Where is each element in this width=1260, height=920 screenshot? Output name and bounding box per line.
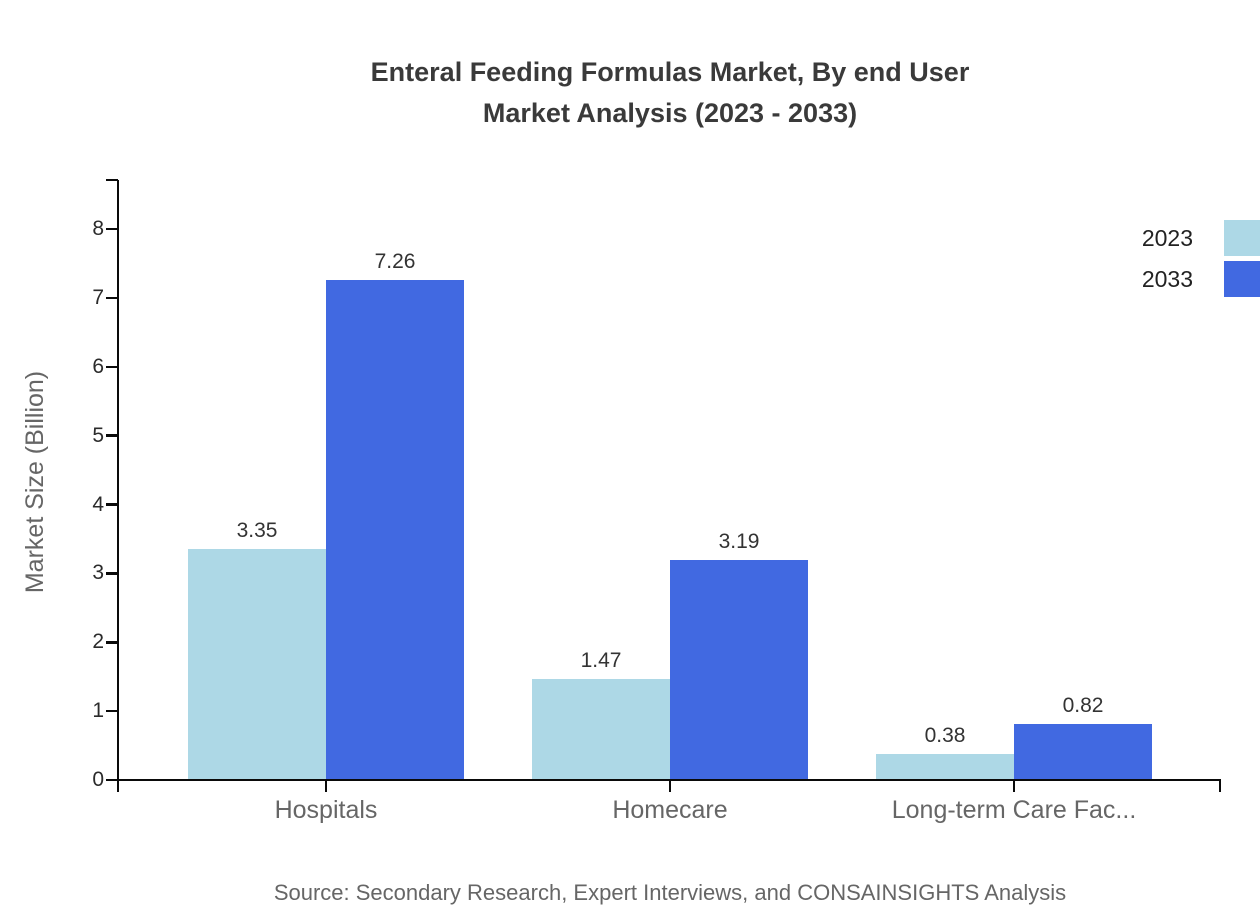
value-label-2023-1: 1.47 [580,648,622,672]
legend: 2023 2033 [1000,215,1260,305]
source-attribution: Source: Secondary Research, Expert Inter… [273,880,1067,905]
x-axis-tick-0 [324,780,328,792]
bar-2033-long-term-care-fac- [1014,723,1152,780]
x-axis-right-cap [1218,780,1222,792]
y-axis-tick-0 [106,778,118,782]
bar-2033-hospitals [326,279,464,780]
y-axis-tick-7 [106,296,118,300]
x-axis-line [118,778,1222,782]
bar-2023-hospitals [188,549,326,780]
bar-2023-homecare [532,678,670,780]
y-axis-tick-5 [106,434,118,437]
y-axis-tick-6 [106,365,118,368]
y-axis-tick-label-8: 8 [92,217,104,240]
y-axis-tick-1 [106,709,118,713]
x-axis-tick-1 [668,780,672,792]
chart-title-line2: Market Analysis (2023 - 2033) [482,98,858,128]
bar-2023-long-term-care-fac- [876,753,1014,780]
value-label-2023-2: 0.38 [924,723,966,747]
x-axis-category-label-0: Hospitals [274,796,378,824]
chart-title-line1: Enteral Feeding Formulas Market, By end … [370,57,970,87]
bar-2033-homecare [670,560,808,780]
y-axis-tick-label-7: 7 [92,285,104,309]
y-axis-top-cap [106,178,118,182]
legend-label-2023: 2023 [1141,225,1193,251]
x-axis-category-label-2: Long-term Care Fac... [891,796,1137,824]
y-axis-tick-label-4: 4 [92,492,104,516]
y-axis-line [116,180,120,792]
y-axis-tick-label-6: 6 [92,354,104,378]
y-axis-tick-3 [106,572,118,575]
value-label-2023-0: 3.35 [236,519,278,543]
legend-label-2033: 2033 [1141,266,1193,292]
y-axis-tick-8 [106,227,118,231]
y-axis-tick-label-2: 2 [92,630,104,654]
y-axis-tick-label-1: 1 [92,699,104,723]
y-axis-tick-2 [106,641,118,644]
value-label-2033-0: 7.26 [374,249,416,273]
y-axis-tick-label-0: 0 [92,768,104,791]
chart-title: Enteral Feeding Formulas Market, By end … [80,52,1260,134]
x-axis-tick-2 [1012,780,1016,792]
x-axis-category-label-1: Homecare [612,796,728,824]
y-axis-tick-label-5: 5 [92,423,104,447]
value-label-2033-1: 3.19 [718,530,760,554]
legend-swatch-2033 [1224,261,1260,297]
y-axis-tick-4 [106,503,118,506]
legend-swatch-2023 [1224,220,1260,256]
y-axis-tick-label-3: 3 [92,561,104,585]
value-label-2033-2: 0.82 [1062,693,1104,717]
